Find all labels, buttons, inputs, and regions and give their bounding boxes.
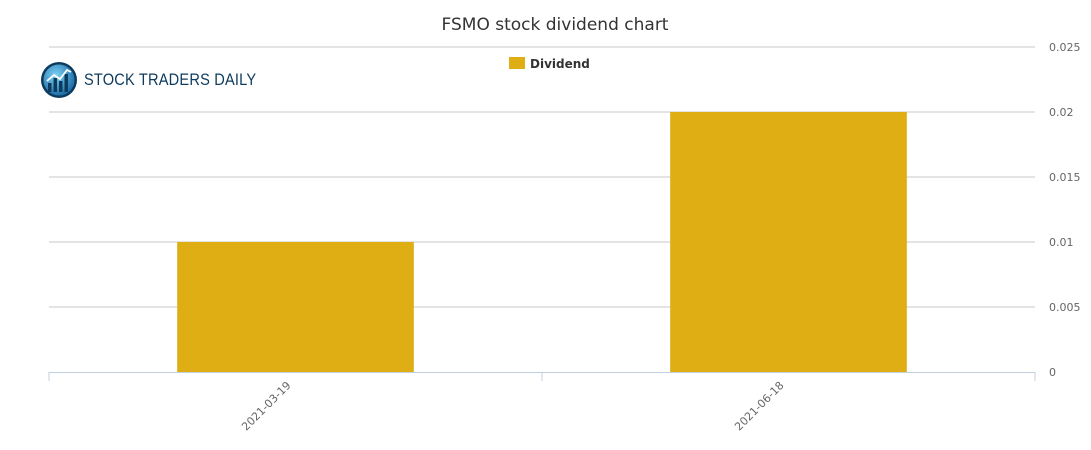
x-tick-label: 2021-03-19 — [239, 379, 293, 433]
x-axis-tick-labels: 2021-03-19 2021-06-18 — [239, 379, 786, 433]
y-tick-label: 0.015 — [1049, 171, 1081, 184]
bar-dividend-2021-06-18[interactable] — [670, 112, 907, 372]
legend-label-dividend: Dividend — [530, 57, 590, 71]
legend[interactable]: Dividend — [509, 57, 590, 71]
y-tick-label: 0 — [1049, 366, 1056, 379]
stock-traders-daily-logo[interactable]: STOCK TRADERS DAILY — [40, 60, 284, 100]
bars — [177, 112, 907, 372]
logo-text: STOCK TRADERS DAILY — [84, 70, 257, 89]
y-tick-label: 0.025 — [1049, 41, 1081, 54]
chart-title: FSMO stock dividend chart — [442, 15, 669, 35]
y-tick-label: 0.01 — [1049, 236, 1074, 249]
x-axis — [48, 372, 1036, 381]
y-axis-tick-labels: 0 0.005 0.01 0.015 0.02 0.025 — [1049, 41, 1081, 379]
y-tick-label: 0.02 — [1049, 106, 1074, 119]
bar-chart-globe-icon — [41, 62, 77, 98]
y-tick-label: 0.005 — [1049, 301, 1081, 314]
x-tick-label: 2021-06-18 — [732, 379, 786, 433]
legend-swatch — [509, 57, 525, 69]
bar-dividend-2021-03-19[interactable] — [177, 242, 414, 372]
